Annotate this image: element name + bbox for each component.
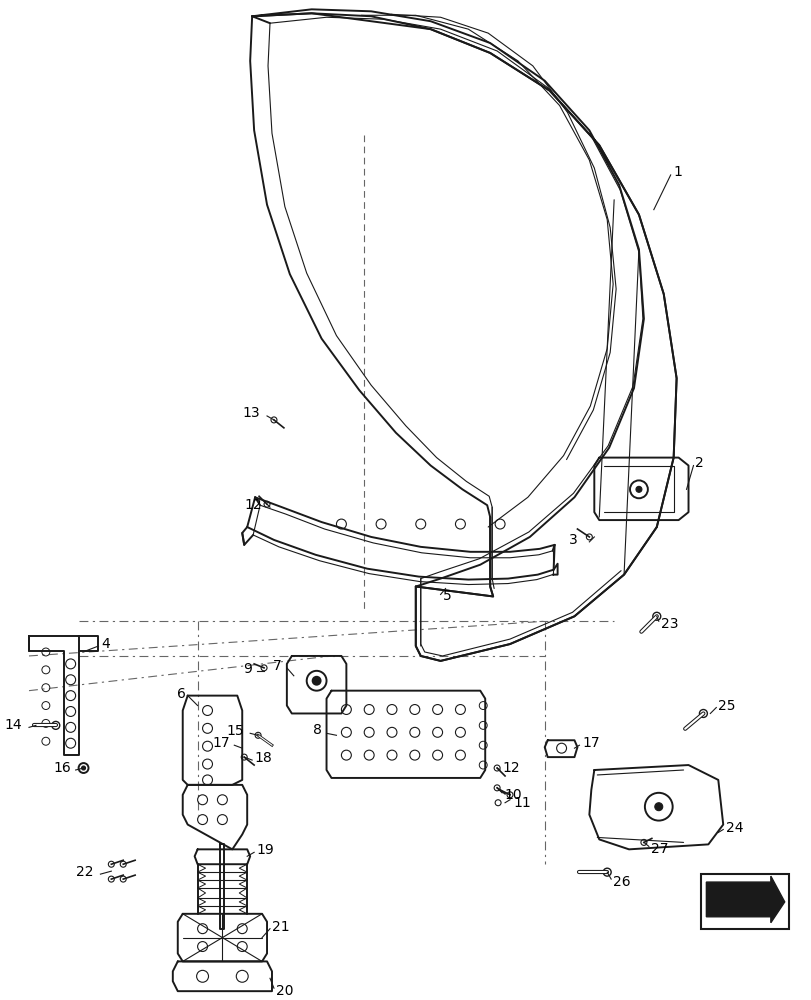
Text: 16: 16 — [54, 761, 71, 775]
Text: 8: 8 — [312, 723, 321, 737]
Text: 10: 10 — [504, 788, 521, 802]
Text: 12: 12 — [501, 761, 519, 775]
Text: 11: 11 — [513, 796, 530, 810]
Text: 22: 22 — [76, 865, 93, 879]
Text: 2: 2 — [694, 456, 703, 470]
Text: 5: 5 — [442, 589, 451, 603]
Text: 7: 7 — [272, 659, 281, 673]
Text: 18: 18 — [254, 751, 272, 765]
Text: 3: 3 — [568, 533, 577, 547]
Polygon shape — [706, 876, 783, 923]
Circle shape — [654, 803, 662, 811]
Text: 14: 14 — [4, 718, 22, 732]
Bar — [701, 874, 787, 929]
Circle shape — [312, 677, 320, 685]
Text: 27: 27 — [650, 842, 667, 856]
Text: 9: 9 — [243, 662, 252, 676]
Text: 21: 21 — [272, 920, 290, 934]
Text: 15: 15 — [226, 724, 244, 738]
Text: 20: 20 — [276, 984, 293, 998]
Text: 1: 1 — [673, 165, 682, 179]
Text: 23: 23 — [660, 617, 677, 631]
Text: 17: 17 — [581, 736, 599, 750]
Text: 25: 25 — [718, 699, 735, 713]
Circle shape — [81, 766, 85, 770]
Circle shape — [635, 486, 642, 492]
Text: 6: 6 — [177, 687, 186, 701]
Text: 26: 26 — [612, 875, 630, 889]
Text: 19: 19 — [255, 843, 273, 857]
Text: 24: 24 — [725, 821, 743, 835]
Text: 12: 12 — [244, 498, 262, 512]
Text: 4: 4 — [101, 637, 110, 651]
Text: 17: 17 — [212, 736, 230, 750]
Text: 13: 13 — [242, 406, 260, 420]
